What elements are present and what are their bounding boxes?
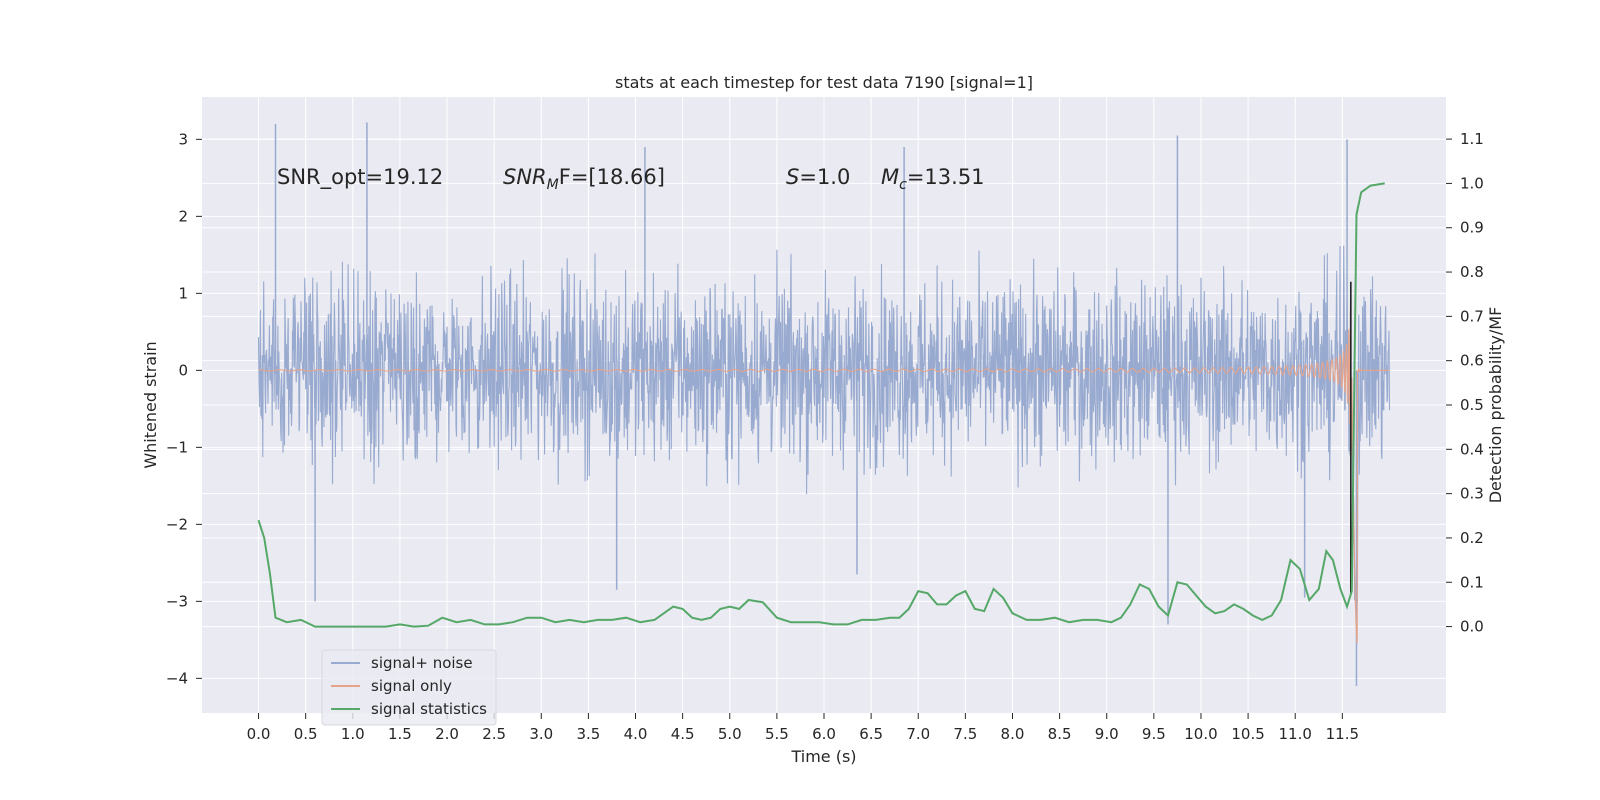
x-tick-label: 11.5: [1326, 725, 1359, 743]
series-signal-only: [258, 293, 1390, 644]
annotation-snr-mf-sub: M: [547, 177, 559, 193]
y-right-tick-label: 0.6: [1460, 352, 1484, 370]
y-left-tick-label: −3: [166, 592, 188, 610]
legend-label-signal-statistics: signal statistics: [371, 700, 487, 718]
x-tick-label: 11.0: [1279, 725, 1312, 743]
x-tick-label: 4.0: [624, 725, 648, 743]
x-tick-label: 1.5: [388, 725, 412, 743]
annotation-snr-mf-main: SNR: [503, 165, 547, 189]
x-tick-label: 5.5: [765, 725, 789, 743]
x-tick-label: 5.0: [718, 725, 742, 743]
x-tick-label: 0.0: [247, 725, 271, 743]
x-tick-label: 7.5: [953, 725, 977, 743]
annotation-snr-mf: SNRMF=[18.66]: [503, 165, 665, 193]
x-tick-label: 6.0: [812, 725, 836, 743]
annotation-snr-opt: SNR_opt=19.12: [277, 165, 443, 190]
y-right-tick-label: 1.1: [1460, 130, 1484, 148]
x-tick-label: 10.0: [1184, 725, 1217, 743]
x-tick-label: 3.0: [529, 725, 553, 743]
y-left-tick-label: −1: [166, 438, 188, 456]
x-tick-label: 4.5: [671, 725, 695, 743]
x-axis-label: Time (s): [790, 747, 856, 766]
annotation-mc-sub: c: [899, 177, 907, 193]
y-axis-label-right: Detection probability/MF: [1486, 307, 1505, 504]
y-left-tick-label: −2: [166, 515, 188, 533]
series-signal-noise: [257, 245, 1391, 602]
annotation-snr-opt-text: SNR_opt=19.12: [277, 165, 443, 190]
y-right-tick-label: 0.0: [1460, 618, 1484, 636]
y-right-tick-label: 0.1: [1460, 573, 1484, 591]
legend-label-signal-only: signal only: [371, 677, 452, 695]
x-tick-label: 10.5: [1231, 725, 1264, 743]
x-tick-label: 6.5: [859, 725, 883, 743]
annotation-snr-mf-rest: F=[18.66]: [559, 165, 665, 189]
y-right-tick-label: 0.9: [1460, 219, 1484, 237]
y-axis-left-ticks: 3 2 1 0 −1 −2 −3 −4: [166, 130, 202, 687]
y-right-tick-label: 0.7: [1460, 307, 1484, 325]
y-left-tick-label: 2: [178, 207, 188, 225]
y-right-tick-label: 1.0: [1460, 174, 1484, 192]
y-left-tick-label: 0: [178, 361, 188, 379]
x-tick-label: 7.0: [906, 725, 930, 743]
legend-box: [321, 649, 497, 726]
x-tick-label: 3.5: [576, 725, 600, 743]
x-tick-label: 8.5: [1048, 725, 1072, 743]
y-left-tick-label: 1: [178, 284, 188, 302]
annotation-mc-rest: =13.51: [907, 165, 985, 189]
y-right-tick-label: 0.2: [1460, 529, 1484, 547]
x-axis-ticks: 0.0 0.5 1.0 1.5 2.0 2.5 3.0 3.5 4.0 4.5 5.0 5.5 6.0 6…: [247, 713, 1359, 743]
y-left-tick-label: −4: [166, 669, 188, 687]
y-right-tick-label: 0.3: [1460, 485, 1484, 503]
y-right-tick-label: 0.4: [1460, 440, 1484, 458]
x-tick-label: 9.0: [1095, 725, 1119, 743]
y-axis-label-left: Whitened strain: [141, 341, 160, 468]
traces: [257, 122, 1391, 687]
legend-label-signal-noise: signal+ noise: [371, 654, 473, 672]
annotation-s: S=1.0: [786, 165, 850, 189]
x-tick-label: 2.0: [435, 725, 459, 743]
x-tick-label: 2.5: [482, 725, 506, 743]
x-tick-label: 1.0: [341, 725, 365, 743]
x-tick-label: 8.0: [1001, 725, 1025, 743]
legend: signal+ noise signal only signal statist…: [321, 649, 497, 726]
x-tick-label: 9.5: [1142, 725, 1166, 743]
y-right-tick-label: 0.5: [1460, 396, 1484, 414]
y-right-tick-label: 0.8: [1460, 263, 1484, 281]
annotation-s-rest: =1.0: [799, 165, 850, 189]
y-left-tick-label: 3: [178, 130, 188, 148]
annotation-mc: Mc=13.51: [881, 165, 985, 193]
annotation-mc-main: M: [881, 165, 899, 189]
y-axis-right-ticks: 1.1 1.0 0.9 0.8 0.7 0.6 0.5 0.4 0.3 0.2 0.1 0.0: [1446, 130, 1484, 636]
series-signal-statistics: [257, 182, 1385, 628]
chart-title: stats at each timestep for test data 719…: [615, 73, 1033, 92]
x-tick-label: 0.5: [294, 725, 318, 743]
annotation-s-main: S: [786, 165, 799, 189]
